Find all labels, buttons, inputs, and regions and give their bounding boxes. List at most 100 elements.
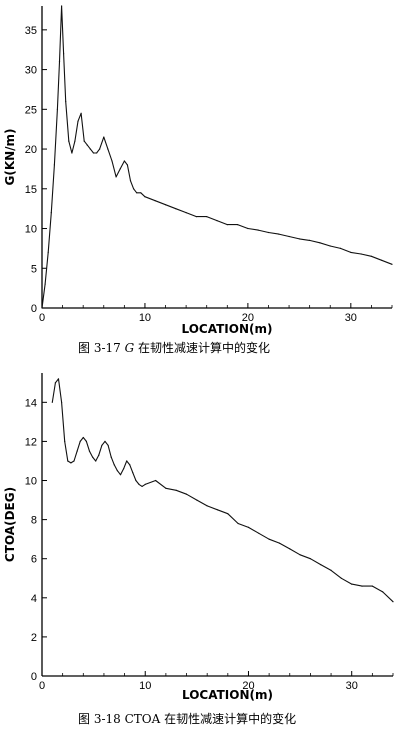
chart2-x-axis-label: LOCATION(m) [182, 688, 273, 702]
chart2-data-point [76, 450, 78, 452]
chart2-data-point [141, 485, 143, 487]
chart1-data-point [350, 251, 352, 253]
chart2-x-tick-label: 20 [242, 680, 254, 692]
chart1-data-point [195, 216, 197, 218]
chart1-data-point [80, 112, 82, 114]
chart2-y-tick-label: 8 [31, 515, 37, 527]
chart2-data-point [361, 585, 363, 587]
chart2-data-point [92, 456, 94, 458]
chart2-y-tick-label: 10 [25, 476, 37, 488]
chart1-data-point [50, 212, 52, 214]
chart1-data-point [71, 152, 73, 154]
chart1-data-point [136, 192, 138, 194]
chart2-y-tick-label: 0 [31, 671, 37, 683]
chart1-y-tick-label: 25 [25, 104, 37, 116]
chart2-data-point [110, 456, 112, 458]
chart1-y-tick-label: 0 [31, 303, 37, 315]
chart2-y-tick-label: 14 [25, 397, 37, 409]
chart1-y-tick-label: 5 [31, 263, 37, 275]
chart2-data-point [67, 460, 69, 462]
chart1-data-point [226, 224, 228, 226]
chart1-data-point [44, 283, 46, 285]
chart2-data-point [247, 526, 250, 529]
chart2-caption: 图 3-18 CTOA 在韧性减速计算中的变化 [78, 711, 296, 726]
chart1-y-tick-label: 15 [25, 184, 37, 196]
chart2-data-point [116, 470, 118, 472]
chart1-data-point [77, 120, 79, 122]
chart2-data-point [101, 444, 103, 446]
chart2-data-point [107, 444, 109, 446]
chart2-data-point [165, 487, 167, 489]
chart1-data-point [56, 108, 59, 110]
chart2-data-point [61, 401, 63, 403]
chart1-data-point [58, 61, 61, 63]
chart1-data-point [133, 188, 135, 190]
chart1-data-point [257, 229, 259, 231]
chart1-data-point [360, 253, 362, 255]
chart1-x-axis-label: LOCATION(m) [182, 322, 273, 336]
chart2-y-tick-label: 4 [31, 593, 37, 605]
chart1-data-point [123, 160, 125, 162]
chart2-data-point [206, 505, 208, 507]
chart2-data-point [54, 382, 57, 384]
chart2-series-line [51, 378, 394, 603]
chart2-data-point [382, 591, 384, 593]
chart2-data-point [123, 468, 125, 470]
chart2-data-point [309, 558, 311, 560]
chart2-data-point [51, 401, 53, 403]
chart1-caption-text: 在韧性减速计算中的变化 [134, 340, 270, 355]
chart2-data-point [57, 378, 60, 380]
chart2-y-tick-label: 6 [31, 554, 37, 566]
chart2-caption-number: 图 3-18 [78, 712, 125, 726]
chart2-y-tick-label: 12 [25, 436, 37, 448]
chart1-data-point [103, 136, 105, 138]
chart1-data-point [86, 144, 88, 146]
chart1-y-axis-label: G(KN/m) [3, 128, 17, 185]
chart1-data-point [107, 148, 109, 150]
chart2-data-point [135, 479, 137, 482]
chart1-data-point [92, 152, 95, 154]
chart2-caption-variable: CTOA [125, 712, 161, 726]
chart2-data-point [320, 564, 322, 566]
chart1-data-point [53, 164, 56, 166]
chart1-caption: 图 3-17 G 在韧性减速计算中的变化 [78, 340, 270, 355]
chart1-data-point [126, 164, 128, 166]
chart1-data-point [41, 307, 43, 309]
chart1-x-tick-label: 10 [139, 312, 151, 324]
chart1-data-point [119, 168, 121, 170]
chart1-x-tick-label: 0 [39, 312, 45, 324]
chart1-data-point [74, 140, 76, 142]
chart2-data-point [351, 583, 353, 585]
chart1-data-point [206, 216, 208, 218]
chart2-data-point [299, 554, 301, 556]
chart2-data-point [104, 440, 106, 442]
chart2-data-point [79, 440, 81, 442]
chart2-data-point [268, 538, 270, 540]
chart1-data-point [216, 220, 218, 222]
chart1-data-point [391, 263, 393, 265]
chart1-data-point [47, 251, 49, 253]
chart1-caption-variable: G [125, 341, 135, 355]
chart2-data-point [70, 462, 72, 464]
chart1-data-point [370, 255, 372, 257]
chart1-y-tick-label: 30 [25, 65, 37, 77]
chart1-data-point [339, 247, 342, 249]
chart1-data-point [381, 259, 383, 261]
chart1-data-point [68, 140, 70, 142]
chart1-data-point [267, 231, 270, 234]
chart2-data-point [88, 450, 91, 452]
chart1-data-point [99, 148, 101, 150]
chart1-data-point [237, 224, 239, 226]
chart1-data-point [115, 176, 117, 178]
chart1-data-point [154, 200, 156, 202]
chart2-data-point [95, 460, 97, 462]
chart2-x-tick-label: 0 [39, 680, 45, 692]
chart2-data-point [138, 483, 140, 485]
chart1-data-point [63, 53, 65, 55]
chart1-data-point [140, 192, 142, 194]
chart2-data-point [64, 440, 66, 442]
chart1-data-point [309, 239, 311, 241]
chart1-caption-number: 图 3-17 [78, 341, 125, 355]
chart2-data-point [129, 464, 131, 466]
